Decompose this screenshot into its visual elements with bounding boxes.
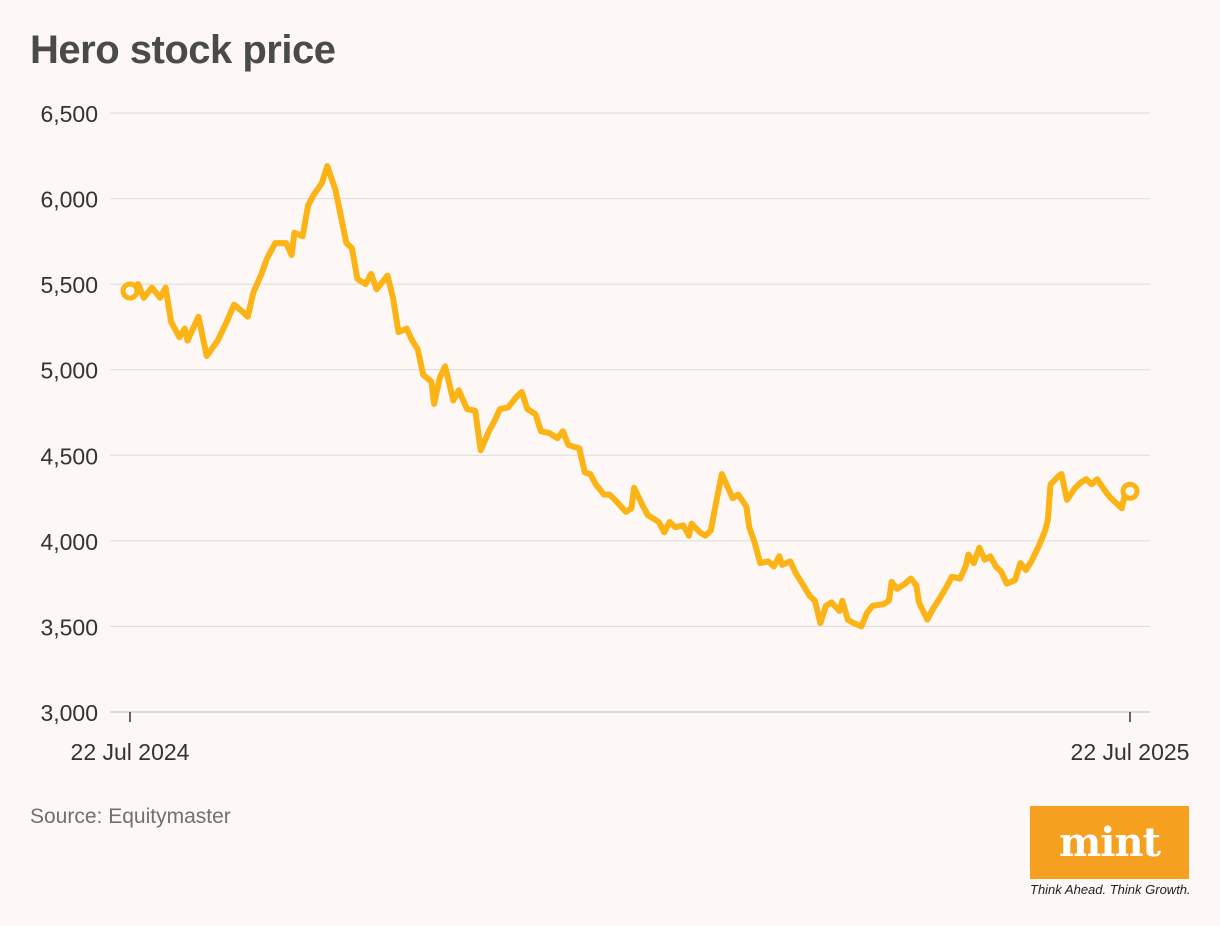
y-tick-label: 4,000: [40, 529, 98, 555]
series-layer: [120, 163, 1140, 630]
x-tick-label: 22 Jul 2025: [1071, 739, 1190, 765]
start-point-marker: [120, 281, 140, 301]
y-tick-label: 6,500: [40, 101, 98, 127]
y-tick-label: 3,500: [40, 614, 98, 640]
y-tick-label: 6,000: [40, 187, 98, 213]
y-tick-label: 4,500: [40, 443, 98, 469]
logo-wordmark: mint: [1058, 818, 1161, 866]
y-tick-label: 5,500: [40, 272, 98, 298]
gridlines: [110, 112, 1150, 713]
logo-tagline: Think Ahead. Think Growth.: [1030, 882, 1191, 897]
chart-title: Hero stock price: [30, 28, 336, 72]
mint-logo: mint: [1030, 806, 1189, 879]
end-point-marker: [1120, 481, 1140, 501]
y-tick-label: 3,000: [40, 700, 98, 726]
y-tick-label: 5,000: [40, 358, 98, 384]
price-line: [127, 163, 1133, 630]
x-tick-label: 22 Jul 2024: [71, 739, 190, 765]
source-note: Source: Equitymaster: [30, 805, 231, 828]
y-axis-ticks: 3,000 3,500 4,000 4,500 5,000 5,500 6,000 6,500: [40, 101, 98, 726]
x-axis: 22 Jul 2024 22 Jul 2025: [71, 712, 1190, 765]
